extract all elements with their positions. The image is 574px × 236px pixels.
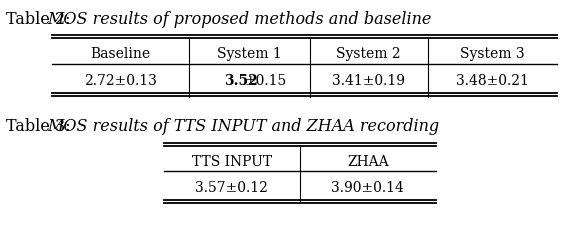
Text: TTS INPUT: TTS INPUT [192, 155, 272, 169]
Text: System 2: System 2 [336, 47, 401, 61]
Text: System 3: System 3 [460, 47, 525, 61]
Text: Table 2:: Table 2: [6, 11, 75, 28]
Text: 3.48±0.21: 3.48±0.21 [456, 74, 529, 88]
Text: 3.41±0.19: 3.41±0.19 [332, 74, 405, 88]
Text: 3.57±0.12: 3.57±0.12 [195, 181, 268, 195]
Text: MOS results of proposed methods and baseline: MOS results of proposed methods and base… [47, 11, 432, 28]
Text: MOS results of TTS INPUT and ZHAA recording: MOS results of TTS INPUT and ZHAA record… [47, 118, 439, 135]
Text: System 1: System 1 [218, 47, 282, 61]
Text: ±0.15: ±0.15 [245, 74, 287, 88]
Text: 3.90±0.14: 3.90±0.14 [332, 181, 404, 195]
Text: Table 3:: Table 3: [6, 118, 76, 135]
Text: 2.72±0.13: 2.72±0.13 [84, 74, 157, 88]
Text: ZHAA: ZHAA [347, 155, 389, 169]
Text: 3.52: 3.52 [224, 74, 258, 88]
Text: Baseline: Baseline [91, 47, 150, 61]
